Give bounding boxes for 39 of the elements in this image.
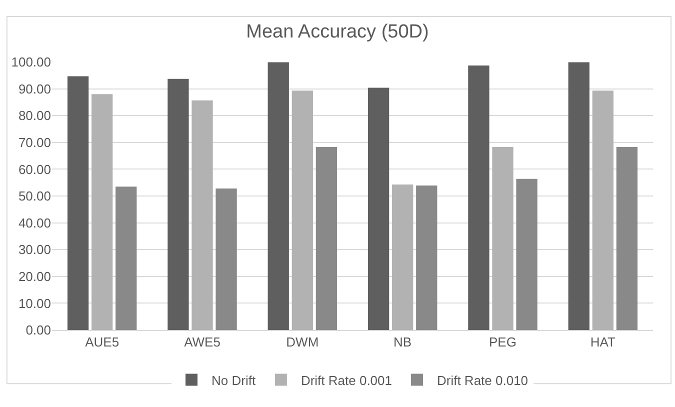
bar — [468, 65, 490, 330]
y-tick-label: 60.00 — [18, 162, 51, 177]
legend-label: Drift Rate 0.010 — [436, 372, 528, 388]
y-tick-label: 20.00 — [18, 268, 51, 284]
y-tick-label: 80.00 — [18, 108, 51, 124]
y-tick-label: 90.00 — [18, 81, 51, 96]
bar — [392, 184, 414, 330]
bar — [192, 100, 213, 330]
bar — [568, 62, 590, 330]
x-tick-label: PEG — [489, 334, 516, 350]
bar — [268, 62, 289, 330]
x-tick-label: DWM — [286, 334, 319, 350]
y-tick-label: 10.00 — [18, 296, 51, 311]
bar — [316, 146, 338, 330]
bar — [492, 146, 514, 330]
x-tick-label: AWE5 — [184, 334, 220, 350]
y-tick-label: 30.00 — [18, 242, 51, 258]
bar — [216, 188, 237, 330]
bar — [416, 186, 438, 330]
bar — [516, 178, 538, 330]
y-tick-label: 0.00 — [26, 322, 51, 338]
bar — [292, 90, 313, 330]
y-tick-label: 70.00 — [18, 134, 51, 150]
x-tick-label: HAT — [590, 334, 616, 350]
bar — [368, 88, 390, 330]
y-tick-label: 100.00 — [11, 54, 51, 70]
x-tick-label: NB — [394, 334, 412, 350]
legend-label: No Drift — [212, 372, 256, 388]
bar — [67, 76, 89, 330]
y-tick-label: 40.00 — [18, 215, 51, 230]
bar — [592, 90, 614, 330]
y-tick-label: 50.00 — [18, 188, 51, 204]
legend-label: Drift Rate 0.001 — [300, 372, 392, 388]
bar — [616, 146, 638, 330]
bar — [168, 78, 189, 330]
bar — [92, 94, 113, 330]
chart-title: Mean Accuracy (50D) — [246, 22, 429, 43]
x-tick-label: AUE5 — [85, 334, 120, 350]
bar — [116, 186, 137, 330]
